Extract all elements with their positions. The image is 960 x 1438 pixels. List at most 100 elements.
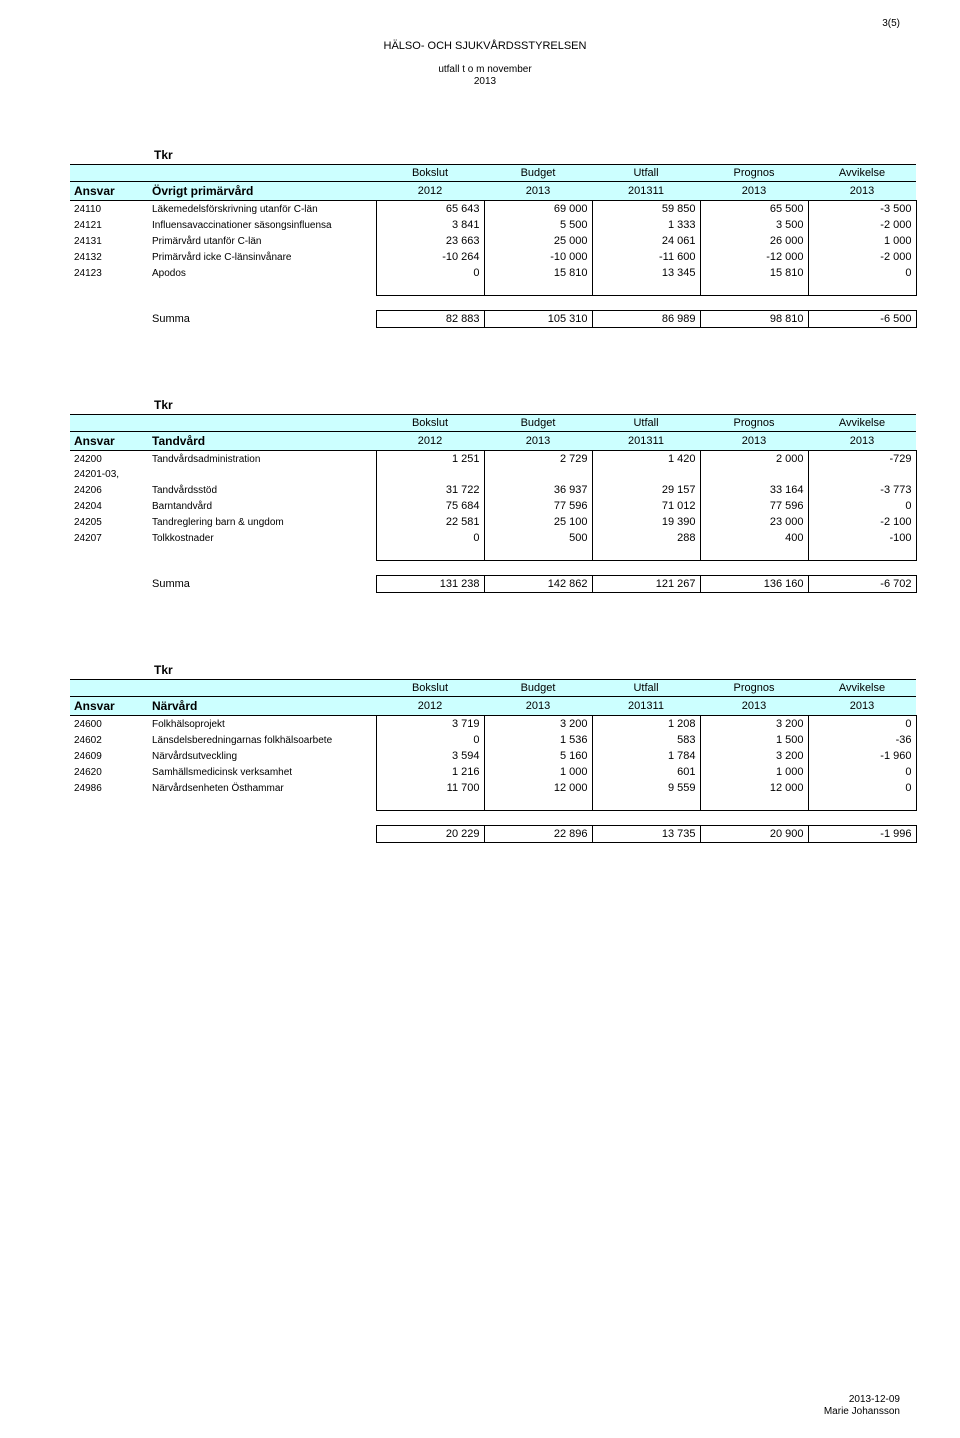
page-header: HÄLSO- OCH SJUKVÅRDSSTYRELSEN utfall t o… [70,40,900,88]
column-header [70,165,148,182]
table-cell: 121 267 [592,576,700,593]
table-cell: 11 700 [376,780,484,796]
table-cell: 15 810 [484,265,592,281]
table-cell: Närvårdsenheten Östhammar [148,780,376,796]
table-cell: 1 333 [592,217,700,233]
column-header: Bokslut [376,415,484,432]
column-header: Budget [484,680,592,697]
table-cell: 3 841 [376,217,484,233]
table-cell [148,467,376,482]
table-cell: 1 000 [484,764,592,780]
table-cell: 1 000 [808,233,916,249]
table-cell: 400 [700,530,808,546]
table-cell: 3 200 [484,716,592,733]
table-cell: Tandvårdsstöd [148,482,376,498]
table-cell: 24602 [70,732,148,748]
table-cell: 71 012 [592,498,700,514]
table-cell: 25 000 [484,233,592,249]
table-cell: 77 596 [484,498,592,514]
table-row: 24123Apodos015 81013 34515 8100 [70,265,916,281]
table-row: 24131Primärvård utanför C-län23 66325 00… [70,233,916,249]
table-cell: 1 208 [592,716,700,733]
table-cell: 24123 [70,265,148,281]
table-cell: Närvårdsutveckling [148,748,376,764]
table-cell [484,467,592,482]
table-cell: 1 500 [700,732,808,748]
column-header: 2013 [484,697,592,716]
tkr-label: Tkr [154,663,900,677]
table-cell: 22 896 [484,826,592,843]
column-header [148,680,376,697]
column-header: Tandvård [148,432,376,451]
table-cell: 0 [808,780,916,796]
table-cell [808,467,916,482]
column-header: Prognos [700,680,808,697]
table-cell: Primärvård icke C-länsinvånare [148,249,376,265]
table-cell: -3 773 [808,482,916,498]
table-cell: 0 [808,265,916,281]
table-cell: Summa [148,311,376,328]
column-header: 2013 [484,182,592,201]
table-row: 24121Influensavaccinationer säsongsinflu… [70,217,916,233]
table-cell: Influensavaccinationer säsongsinfluensa [148,217,376,233]
table-cell: -2 000 [808,249,916,265]
table-cell: 0 [376,732,484,748]
table-cell: 65 500 [700,201,808,218]
table-cell: -6 500 [808,311,916,328]
table-cell: 3 594 [376,748,484,764]
table-row: 24110Läkemedelsförskrivning utanför C-lä… [70,201,916,218]
table-row: 24207Tolkkostnader0500288400-100 [70,530,916,546]
page-footer: 2013-12-09 Marie Johansson [824,1394,900,1418]
report-table: BokslutBudgetUtfallPrognosAvvikelseAnsva… [70,679,917,843]
table-cell: 24201-03, [70,467,148,482]
table-cell: 69 000 [484,201,592,218]
table-row: 24205Tandreglering barn & ungdom22 58125… [70,514,916,530]
table-cell: 1 216 [376,764,484,780]
column-header [70,415,148,432]
table-cell: 1 784 [592,748,700,764]
table-cell: Tandvårdsadministration [148,451,376,468]
table-cell: Läkemedelsförskrivning utanför C-län [148,201,376,218]
table-cell: 0 [808,498,916,514]
table-cell: 22 581 [376,514,484,530]
table-cell: 0 [376,265,484,281]
spacer-row [70,796,916,811]
column-header [148,415,376,432]
table-cell: 24207 [70,530,148,546]
table-cell: Samhällsmedicinsk verksamhet [148,764,376,780]
table-cell: 3 200 [700,716,808,733]
table-cell: 500 [484,530,592,546]
column-header: 201311 [592,697,700,716]
column-header: Utfall [592,680,700,697]
spacer-row [70,561,916,576]
column-header: Utfall [592,415,700,432]
table-cell: -11 600 [592,249,700,265]
table-cell: 19 390 [592,514,700,530]
table-cell: 3 719 [376,716,484,733]
table-cell: 98 810 [700,311,808,328]
column-header: Avvikelse [808,680,916,697]
table-cell: -10 264 [376,249,484,265]
table-cell: 23 000 [700,514,808,530]
table-cell: 1 000 [700,764,808,780]
table-cell: -2 000 [808,217,916,233]
table-cell: 24 061 [592,233,700,249]
column-header [70,680,148,697]
column-header: 2013 [700,697,808,716]
table-cell: Länsdelsberedningarnas folkhälsoarbete [148,732,376,748]
column-header: Ansvar [70,432,148,451]
table-cell: 20 229 [376,826,484,843]
table-cell: 0 [808,764,916,780]
table-cell: 15 810 [700,265,808,281]
table-cell: Tandreglering barn & ungdom [148,514,376,530]
table-cell: 13 345 [592,265,700,281]
column-header: Avvikelse [808,415,916,432]
report-section: TkrBokslutBudgetUtfallPrognosAvvikelseAn… [70,398,900,593]
column-header: Avvikelse [808,165,916,182]
table-cell: 2 729 [484,451,592,468]
spacer-row [70,811,916,826]
summary-row: 20 22922 89613 73520 900-1 996 [70,826,916,843]
table-cell: -36 [808,732,916,748]
table-cell: 142 862 [484,576,592,593]
column-header: Budget [484,415,592,432]
